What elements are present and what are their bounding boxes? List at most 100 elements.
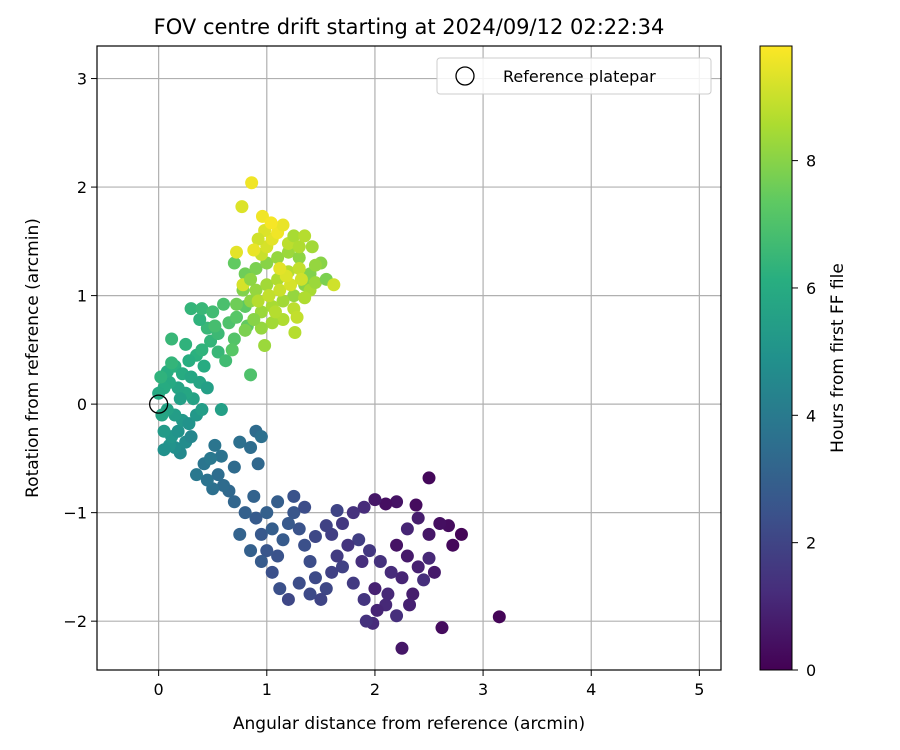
- legend-box: [436, 57, 712, 95]
- data-point: [292, 251, 306, 265]
- data-point: [182, 354, 196, 368]
- data-point: [292, 522, 306, 536]
- data-point: [155, 408, 169, 422]
- data-point: [227, 495, 241, 509]
- data-point: [330, 503, 344, 517]
- data-point: [287, 229, 301, 243]
- chart-title: FOV centre drift starting at 2024/09/12 …: [154, 15, 665, 39]
- data-point: [335, 516, 349, 530]
- data-point: [195, 302, 209, 316]
- data-point: [411, 511, 425, 525]
- data-point: [433, 516, 447, 530]
- data-point: [230, 310, 244, 324]
- data-point: [247, 243, 261, 257]
- data-point: [292, 240, 306, 254]
- data-point: [287, 506, 301, 520]
- data-point: [303, 554, 317, 568]
- data-point: [276, 294, 290, 308]
- y-axis-ticks: −2 −1 0 1 2 3: [63, 70, 97, 631]
- data-point: [171, 424, 185, 438]
- data-point: [422, 527, 436, 541]
- data-point: [195, 403, 209, 417]
- data-point: [290, 310, 304, 324]
- plot-frame: [96, 45, 722, 671]
- data-point: [254, 321, 268, 335]
- y-tick-label: 0: [77, 395, 87, 414]
- data-point: [287, 489, 301, 503]
- data-point: [400, 522, 414, 536]
- data-point: [298, 538, 312, 552]
- data-point: [327, 278, 341, 292]
- x-axis-ticks: 0 1 2 3 4 5: [154, 670, 704, 699]
- colorbar-tick-label: 8: [806, 152, 816, 171]
- colorbar-label: Hours from first FF file: [828, 263, 848, 453]
- data-point: [217, 479, 231, 493]
- data-point: [260, 506, 274, 520]
- data-point: [308, 276, 322, 290]
- data-point: [314, 592, 328, 606]
- data-point: [359, 614, 373, 628]
- data-point: [214, 449, 228, 463]
- x-tick-label: 0: [154, 680, 164, 699]
- colorbar-tick-label: 6: [806, 279, 816, 298]
- data-point: [233, 527, 247, 541]
- data-points: [152, 176, 506, 655]
- reference-marker: [148, 394, 169, 414]
- x-tick-label: 1: [262, 680, 272, 699]
- data-point: [335, 560, 349, 574]
- data-point: [249, 283, 263, 297]
- data-point: [308, 571, 322, 585]
- data-point: [411, 560, 425, 574]
- data-point: [157, 443, 171, 457]
- data-point: [251, 232, 265, 246]
- data-point: [165, 332, 179, 346]
- x-axis-label: Angular distance from reference (arcmin): [233, 714, 585, 734]
- data-point: [298, 229, 312, 243]
- data-point: [305, 240, 319, 254]
- data-point: [417, 573, 431, 587]
- data-point: [238, 506, 252, 520]
- data-point: [247, 489, 261, 503]
- data-point: [341, 538, 355, 552]
- data-point: [230, 297, 244, 311]
- data-point: [303, 587, 317, 601]
- data-point: [281, 516, 295, 530]
- data-point: [200, 381, 214, 395]
- data-point: [390, 538, 404, 552]
- data-point: [244, 544, 258, 558]
- data-point: [197, 359, 211, 373]
- data-point: [395, 571, 409, 585]
- data-point: [403, 598, 417, 612]
- data-point: [235, 200, 249, 214]
- data-point: [308, 258, 322, 272]
- data-point: [390, 609, 404, 623]
- y-tick-label: 2: [77, 178, 87, 197]
- data-point: [195, 343, 209, 357]
- data-point: [258, 339, 272, 353]
- data-point: [273, 261, 287, 275]
- data-point: [368, 582, 382, 596]
- data-point: [400, 549, 414, 563]
- data-point: [214, 403, 228, 417]
- data-point: [292, 576, 306, 590]
- colorbar-ticks: 0 2 4 6 8: [792, 152, 816, 680]
- data-point: [189, 468, 203, 482]
- data-point: [409, 498, 423, 512]
- y-tick-label: 1: [77, 287, 87, 306]
- data-point: [492, 610, 506, 624]
- data-point: [406, 587, 420, 601]
- data-point: [346, 576, 360, 590]
- data-point: [219, 354, 233, 368]
- data-point: [251, 294, 265, 308]
- data-point: [206, 305, 220, 319]
- x-tick-label: 4: [586, 680, 596, 699]
- colorbar-tick-label: 4: [806, 406, 816, 425]
- data-point: [251, 457, 265, 471]
- x-tick-label: 3: [478, 680, 488, 699]
- y-tick-label: −2: [63, 612, 87, 631]
- legend: Reference platepar: [436, 57, 712, 95]
- data-point: [254, 430, 268, 444]
- data-point: [276, 533, 290, 547]
- y-tick-label: −1: [63, 504, 87, 523]
- data-point: [352, 533, 366, 547]
